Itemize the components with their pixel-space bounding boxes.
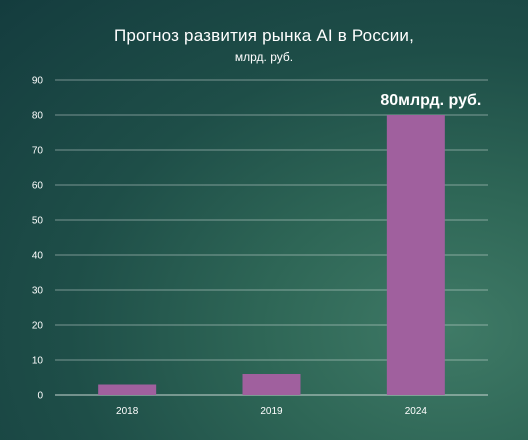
y-tick-label: 80 [32, 111, 44, 122]
data-label: 80млрд. руб. [380, 92, 481, 109]
bar-2024 [386, 115, 445, 395]
y-tick-label: 50 [32, 216, 44, 227]
y-tick-label: 10 [32, 356, 44, 367]
x-tick-label: 2018 [116, 406, 139, 417]
y-tick-label: 20 [32, 321, 44, 332]
chart-title: Прогноз развития рынка AI в России, [113, 26, 415, 45]
x-tick-label: 2019 [260, 406, 283, 417]
y-tick-label: 30 [32, 286, 44, 297]
x-tick-label: 2024 [405, 406, 428, 417]
y-tick-label: 0 [37, 391, 43, 402]
bar-2018 [98, 384, 157, 395]
y-tick-label: 90 [32, 76, 44, 87]
y-tick-label: 40 [32, 251, 44, 262]
y-tick-label: 60 [32, 181, 44, 192]
chart-subtitle: млрд. руб. [234, 50, 294, 64]
y-tick-label: 70 [32, 146, 44, 157]
bar-2019 [242, 374, 301, 395]
